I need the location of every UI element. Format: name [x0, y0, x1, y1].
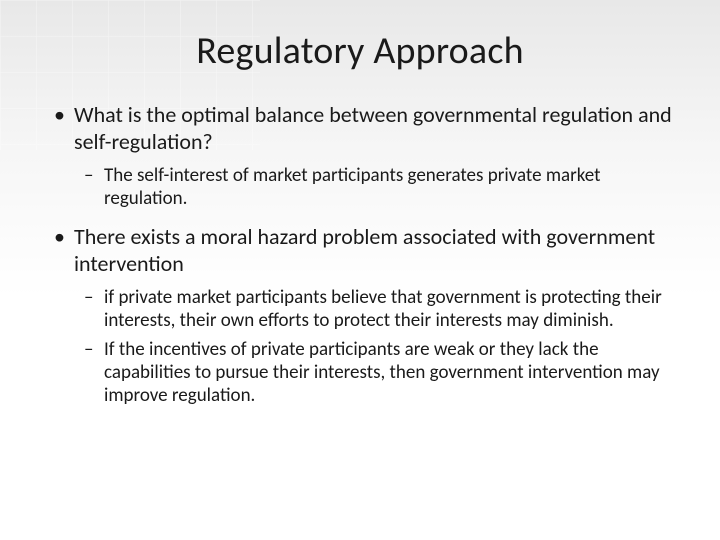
slide: Regulatory Approach What is the optimal …: [0, 0, 720, 540]
sub-bullet-list: if private market participants believe t…: [74, 286, 672, 408]
sub-bullet-item: If the incentives of private participant…: [74, 338, 672, 408]
bullet-text: There exists a moral hazard problem asso…: [74, 223, 655, 277]
sub-bullet-text: The self-interest of market participants…: [104, 164, 600, 210]
bullet-item: There exists a moral hazard problem asso…: [48, 224, 672, 408]
slide-title: Regulatory Approach: [48, 28, 672, 74]
sub-bullet-item: The self-interest of market participants…: [74, 164, 672, 210]
bullet-item: What is the optimal balance between gove…: [48, 102, 672, 210]
sub-bullet-item: if private market participants believe t…: [74, 286, 672, 332]
bullet-list: What is the optimal balance between gove…: [48, 102, 672, 408]
sub-bullet-text: If the incentives of private participant…: [104, 338, 660, 407]
sub-bullet-text: if private market participants believe t…: [104, 286, 662, 332]
sub-bullet-list: The self-interest of market participants…: [74, 164, 672, 210]
bullet-text: What is the optimal balance between gove…: [74, 101, 672, 155]
